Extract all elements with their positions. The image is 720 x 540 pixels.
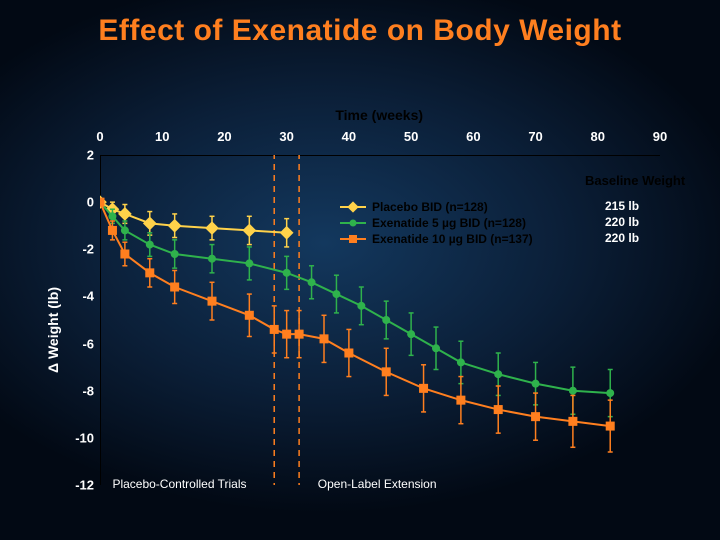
y-tick-label: 2 xyxy=(66,148,94,163)
region-label: Placebo-Controlled Trials xyxy=(112,477,246,491)
y-tick-label: -4 xyxy=(66,289,94,304)
y-tick-label: 0 xyxy=(66,195,94,210)
x-axis-title: Time (weeks) xyxy=(279,107,479,123)
x-tick-label: 30 xyxy=(279,129,293,144)
slide-title: Effect of Exenatide on Body Weight xyxy=(0,14,720,48)
baseline-value: 220 lb xyxy=(605,231,639,245)
legend-item: Exenatide 5 µg BID (n=128) xyxy=(340,216,526,230)
x-tick-label: 40 xyxy=(342,129,356,144)
x-tick-label: 70 xyxy=(528,129,542,144)
x-tick-label: 10 xyxy=(155,129,169,144)
y-tick-label: -12 xyxy=(66,478,94,493)
y-tick-label: -8 xyxy=(66,383,94,398)
chart-stage: Effect of Exenatide on Body Weight Time … xyxy=(0,0,720,540)
legend-item: Exenatide 10 µg BID (n=137) xyxy=(340,232,533,246)
legend-label: Placebo BID (n=128) xyxy=(372,200,488,214)
y-tick-label: -6 xyxy=(66,336,94,351)
x-tick-label: 0 xyxy=(96,129,103,144)
x-tick-label: 20 xyxy=(217,129,231,144)
y-axis-title: Δ Weight (lb) xyxy=(45,287,61,373)
region-label: Open-Label Extension xyxy=(318,477,437,491)
x-tick-label: 60 xyxy=(466,129,480,144)
legend-label: Exenatide 5 µg BID (n=128) xyxy=(372,216,526,230)
legend-item: Placebo BID (n=128) xyxy=(340,200,488,214)
baseline-value: 220 lb xyxy=(605,215,639,229)
legend-label: Exenatide 10 µg BID (n=137) xyxy=(372,232,533,246)
x-tick-label: 90 xyxy=(653,129,667,144)
y-tick-label: -10 xyxy=(66,430,94,445)
x-tick-label: 50 xyxy=(404,129,418,144)
baseline-value: 215 lb xyxy=(605,199,639,213)
x-tick-label: 80 xyxy=(591,129,605,144)
y-tick-label: -2 xyxy=(66,242,94,257)
